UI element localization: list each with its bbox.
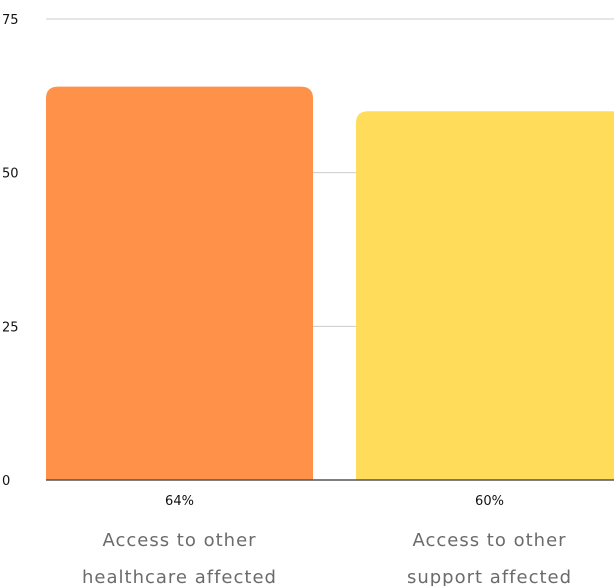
data-label-2: 60%: [475, 494, 504, 509]
y-tick-label-25: 25: [2, 320, 19, 335]
category-labels: Access to other healthcare affected Access…: [82, 530, 572, 586]
data-label-1: 64%: [165, 494, 194, 509]
y-tick-label-75: 75: [2, 13, 19, 28]
data-labels: 64% 60%: [165, 494, 504, 509]
y-tick-label-0: 0: [2, 474, 10, 489]
bars: [46, 86, 614, 480]
y-axis-ticks: 0 25 50 75: [2, 13, 19, 489]
bar-1: [46, 86, 313, 480]
category-label-2-line-2: support affected: [407, 567, 572, 586]
y-tick-label-50: 50: [2, 167, 19, 182]
bar-2: [356, 111, 614, 480]
category-label-1-line-1: Access to other: [102, 530, 256, 551]
category-label-1-line-2: healthcare affected: [82, 567, 277, 586]
category-label-2-line-1: Access to other: [412, 530, 566, 551]
